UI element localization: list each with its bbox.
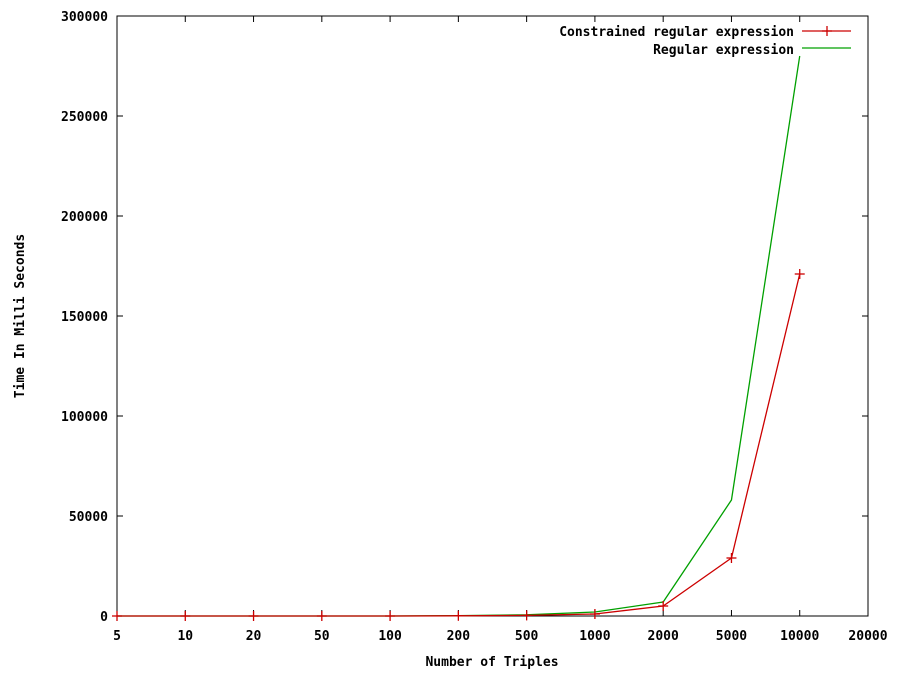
data-point-constrained-regular-expression	[658, 601, 669, 611]
data-point-constrained-regular-expression	[453, 610, 464, 621]
data-point-constrained-regular-expression	[589, 609, 600, 619]
x-tick-label: 100	[378, 629, 402, 644]
data-point-constrained-regular-expression	[521, 610, 532, 621]
y-tick-label: 300000	[61, 10, 108, 25]
x-tick-label: 20	[246, 629, 262, 644]
x-tick-label: 1000	[579, 629, 610, 644]
x-tick-label: 10000	[780, 629, 819, 644]
y-tick-label: 250000	[61, 110, 108, 125]
x-tick-label: 10	[177, 629, 193, 644]
data-point-constrained-regular-expression	[385, 611, 396, 621]
y-tick-label: 150000	[61, 310, 108, 325]
x-tick-label: 20000	[848, 629, 887, 644]
legend-label-regular: Regular expression	[653, 43, 794, 58]
data-point-constrained-regular-expression	[112, 611, 122, 621]
data-point-constrained-regular-expression	[248, 611, 259, 621]
legend: Constrained regular expression Regular e…	[559, 25, 851, 58]
x-tick-label: 500	[515, 629, 539, 644]
y-tick-label: 100000	[61, 410, 108, 425]
series-layer	[112, 55, 805, 621]
x-tick-label: 5000	[716, 629, 747, 644]
x-tick-label: 200	[447, 629, 471, 644]
plot-frame	[116, 15, 869, 617]
data-point-constrained-regular-expression	[794, 269, 805, 279]
legend-label-constrained: Constrained regular expression	[559, 25, 794, 40]
legend-marker-constrained	[822, 26, 832, 36]
y-axis-title: Time In Milli Seconds	[13, 234, 28, 398]
y-axis-ticks: 0 50000 100000 150000 200000 250000 300000	[61, 10, 868, 625]
y-tick-label: 0	[100, 610, 108, 625]
data-point-constrained-regular-expression	[726, 553, 737, 563]
y-tick-label: 50000	[69, 510, 108, 525]
series-line-regular-expression	[117, 55, 801, 617]
x-axis-title: Number of Triples	[425, 655, 558, 670]
x-tick-label: 2000	[648, 629, 679, 644]
x-tick-label: 50	[314, 629, 330, 644]
x-tick-label: 5	[113, 629, 121, 644]
y-tick-label: 200000	[61, 210, 108, 225]
x-axis-ticks: 5 10 20 50 100 200 500 1000 2000 5000 10000 20000	[113, 16, 888, 644]
data-point-constrained-regular-expression	[180, 611, 191, 621]
series-line-constrained-regular-expression	[117, 273, 801, 617]
data-point-constrained-regular-expression	[316, 611, 327, 621]
